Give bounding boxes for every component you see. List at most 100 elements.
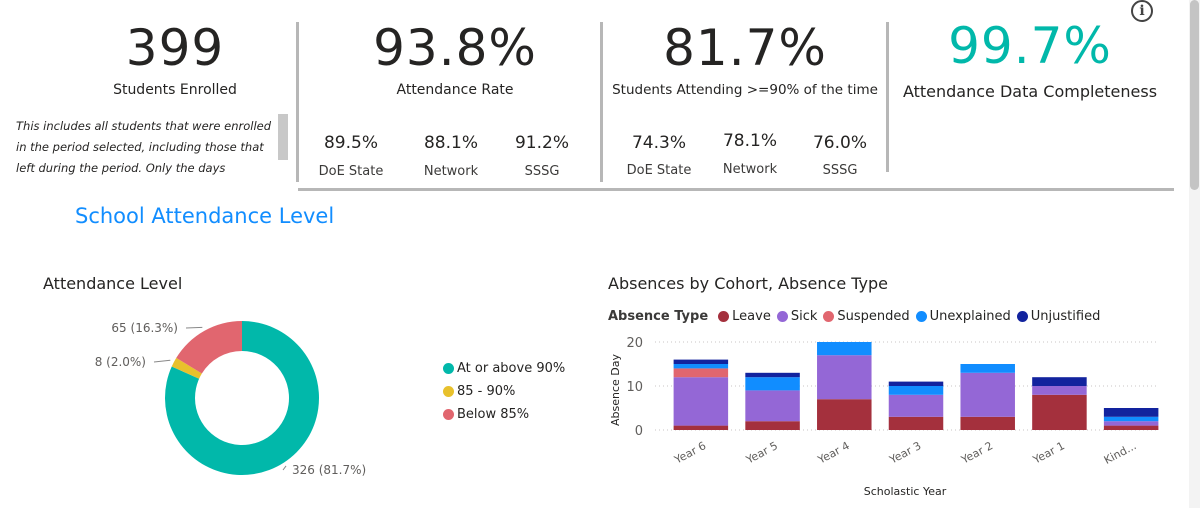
bar-legend-marker-4 xyxy=(1016,311,1028,322)
bar-segment-4-1[interactable] xyxy=(960,372,1015,417)
donut-data-label-0: 326 (81.7%) xyxy=(292,463,366,477)
kpi-divider-1 xyxy=(296,22,299,182)
bar-segment-0-0[interactable] xyxy=(673,425,729,430)
bar-segment-4-0[interactable] xyxy=(960,416,1015,430)
bar-legend-item-1[interactable]: Sick xyxy=(776,309,818,324)
attendance-rate-label: Attendance Rate xyxy=(396,82,514,98)
bar-segment-1-1[interactable] xyxy=(745,390,800,422)
bar-segment-5-4[interactable] xyxy=(1032,377,1087,386)
bar-segment-5-0[interactable] xyxy=(1032,394,1087,430)
kpi-divider-3 xyxy=(886,22,889,172)
bar-segment-2-3[interactable] xyxy=(817,342,872,356)
donut-chart-title: Attendance Level xyxy=(43,274,183,293)
attendance-rate-doe-label: DoE State xyxy=(318,164,384,179)
bar-legend-item-0[interactable]: Leave xyxy=(718,309,771,324)
bar-segment-0-3[interactable] xyxy=(673,364,729,369)
bar-legend-label-0: Leave xyxy=(732,309,771,324)
donut-legend-item-1[interactable]: 85 - 90% xyxy=(443,384,565,399)
info-icon[interactable]: i xyxy=(1131,0,1153,22)
attending-90-doe-value: 74.3% xyxy=(631,133,686,153)
section-title: School Attendance Level xyxy=(75,204,335,228)
page-scrollbar-thumb[interactable] xyxy=(1190,0,1199,190)
enrolled-label: Students Enrolled xyxy=(113,82,237,98)
bar-legend-item-3[interactable]: Unexplained xyxy=(915,309,1011,324)
attending-90-label: Students Attending >=90% of the time xyxy=(612,82,878,98)
donut-legend-marker-1 xyxy=(443,386,454,397)
bar-xtick-6: Kind... xyxy=(1102,439,1139,467)
bar-legend: Absence Type Leave Sick Suspended Unexplain… xyxy=(608,309,1100,324)
bar-legend-marker-3 xyxy=(915,311,927,322)
donut-slice-1[interactable] xyxy=(171,357,202,379)
attending-90-network-value: 78.1% xyxy=(722,131,777,151)
bar-ytick-1: 10 xyxy=(626,380,643,395)
bar-xtick-3: Year 3 xyxy=(887,439,924,467)
bar-legend-label-4: Unjustified xyxy=(1030,309,1101,324)
donut-data-label-2: 65 (16.3%) xyxy=(111,321,178,335)
bar-segment-3-0[interactable] xyxy=(888,416,944,430)
bar-segment-1-4[interactable] xyxy=(745,372,800,378)
note-scrollbar[interactable] xyxy=(278,114,288,160)
bar-segment-6-0[interactable] xyxy=(1103,425,1159,430)
donut-leader-0 xyxy=(282,465,287,471)
donut-slice-0[interactable] xyxy=(164,321,319,475)
bar-segment-1-0[interactable] xyxy=(745,421,800,430)
bar-xtick-0: Year 6 xyxy=(671,439,708,467)
absences-bar-chart: 0 10 20 Absence Day Year 6 Year 5 Year 4 Year 3… xyxy=(609,336,1159,498)
attending-90-sssg-label: SSSG xyxy=(822,163,858,178)
attendance-rate-doe-value: 89.5% xyxy=(323,133,378,153)
bar-segment-2-0[interactable] xyxy=(817,399,872,430)
attending-90-doe-label: DoE State xyxy=(626,163,692,178)
bar-legend-title: Absence Type xyxy=(608,309,709,324)
bar-legend-marker-2 xyxy=(823,311,835,322)
donut-legend-label-0: At or above 90% xyxy=(457,361,566,376)
bar-segment-3-1[interactable] xyxy=(888,394,944,417)
bar-ytick-0: 0 xyxy=(635,424,643,439)
attendance-rate-value: 93.8% xyxy=(373,19,537,77)
enrolled-value: 399 xyxy=(125,19,225,77)
bar-segment-6-4[interactable] xyxy=(1103,408,1159,417)
attendance-rate-sssg-label: SSSG xyxy=(524,164,560,179)
donut-legend-label-1: 85 - 90% xyxy=(457,384,516,399)
bar-xlabel: Scholastic Year xyxy=(864,485,947,498)
attending-90-network-label: Network xyxy=(722,162,778,177)
donut-data-label-1: 8 (2.0%) xyxy=(95,355,146,369)
attendance-rate-network-value: 88.1% xyxy=(423,133,478,153)
bar-ylabel: Absence Day xyxy=(609,354,622,427)
bar-segment-4-3[interactable] xyxy=(960,364,1015,373)
donut-leader-2 xyxy=(185,326,203,329)
donut-slice-2[interactable] xyxy=(176,321,242,374)
bar-legend-item-4[interactable]: Unjustified xyxy=(1016,309,1101,324)
bar-segment-0-1[interactable] xyxy=(673,377,729,426)
donut-legend-item-2[interactable]: Below 85% xyxy=(443,407,565,422)
attending-90-value: 81.7% xyxy=(663,19,827,77)
bar-legend-item-2[interactable]: Suspended xyxy=(823,309,910,324)
bar-xtick-4: Year 2 xyxy=(958,439,995,467)
attendance-level-donut: 326 (81.7%) 8 (2.0%) 65 (16.3%) xyxy=(95,321,366,477)
attendance-rate-network-label: Network xyxy=(423,164,479,179)
completeness-label: Attendance Data Completeness xyxy=(902,82,1158,101)
bar-segment-1-3[interactable] xyxy=(745,377,800,391)
bar-legend-label-2: Suspended xyxy=(837,309,910,324)
donut-leader-1 xyxy=(153,359,171,363)
bar-segment-0-2[interactable] xyxy=(673,368,729,378)
bar-legend-label-3: Unexplained xyxy=(929,309,1011,324)
bar-chart-title: Absences by Cohort, Absence Type xyxy=(608,274,889,293)
donut-legend: At or above 90% 85 - 90% Below 85% xyxy=(443,361,565,430)
donut-legend-item-0[interactable]: At or above 90% xyxy=(443,361,565,376)
bar-xtick-5: Year 1 xyxy=(1030,439,1067,467)
bar-segment-2-1[interactable] xyxy=(817,355,872,400)
bar-segment-0-4[interactable] xyxy=(673,359,729,364)
bar-segment-6-1[interactable] xyxy=(1103,421,1159,426)
bar-segment-6-3[interactable] xyxy=(1103,416,1159,422)
attendance-rate-sssg-value: 91.2% xyxy=(514,133,569,153)
bar-segment-5-1[interactable] xyxy=(1032,386,1087,395)
completeness-value: 99.7% xyxy=(948,17,1112,75)
bar-segment-3-4[interactable] xyxy=(888,381,944,386)
attending-90-sssg-value: 76.0% xyxy=(812,133,867,153)
header-divider xyxy=(298,188,1174,191)
bar-legend-label-1: Sick xyxy=(790,309,818,324)
bar-segment-3-3[interactable] xyxy=(888,386,944,395)
bar-ytick-2: 20 xyxy=(626,336,643,351)
page-scrollbar[interactable] xyxy=(1189,0,1200,508)
donut-legend-marker-0 xyxy=(443,363,454,374)
